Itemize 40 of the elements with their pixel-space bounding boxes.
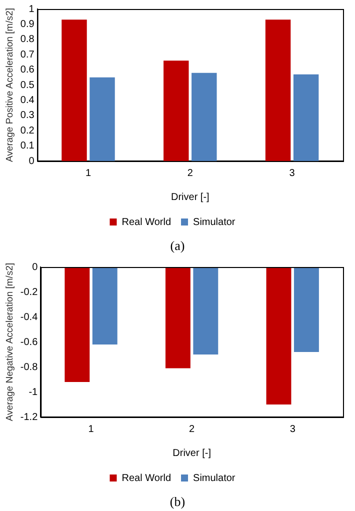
bar xyxy=(62,20,87,161)
y-tick-label: 0.7 xyxy=(20,49,35,60)
x-axis-title: Driver [-] xyxy=(172,448,212,459)
y-tick-label: 0.2 xyxy=(20,125,35,136)
y-tick-label: 0 xyxy=(28,156,35,167)
y-tick-label: 0.3 xyxy=(20,110,35,122)
legend-label: Real World xyxy=(122,472,172,484)
x-tick-label: 2 xyxy=(189,424,196,435)
y-tick-label: 0.4 xyxy=(20,94,35,106)
bar xyxy=(192,72,217,161)
y-tick-label: 0.6 xyxy=(20,64,35,76)
y-axis-title: Average Negative Acceleration [m/s2] xyxy=(4,262,16,422)
y-tick-label: 0.5 xyxy=(20,80,35,91)
y-tick-label: 1 xyxy=(28,4,35,15)
bar xyxy=(293,74,319,161)
y-tick-label: 0.8 xyxy=(20,34,35,46)
legend-label: Simulator xyxy=(193,472,236,484)
y-tick-label: -0.2 xyxy=(20,286,38,298)
y-axis-title: Average Positive Acceleration [m/s2] xyxy=(4,8,16,162)
y-tick-label: -1.2 xyxy=(20,412,38,423)
legend-label: Real World xyxy=(122,216,172,228)
x-tick-label: 2 xyxy=(187,168,194,179)
y-tick-label: 0.1 xyxy=(20,140,35,152)
x-tick-label: 1 xyxy=(88,424,94,435)
y-tick-label: -0.6 xyxy=(20,336,38,348)
y-tick-label: -0.8 xyxy=(20,362,38,373)
bar xyxy=(164,60,189,161)
y-tick-label: -0.4 xyxy=(20,312,38,323)
text: (a) xyxy=(170,238,185,253)
y-tick-label: 0.9 xyxy=(20,18,35,30)
x-tick-label: 3 xyxy=(289,168,296,179)
y-tick-label: 0 xyxy=(32,262,38,273)
x-tick-label: 1 xyxy=(85,168,92,179)
x-axis-title: Driver [-] xyxy=(170,192,210,203)
legend-label: Simulator xyxy=(193,216,236,228)
text: (b) xyxy=(170,494,186,509)
x-tick-label: 3 xyxy=(290,424,296,435)
y-tick-label: -1 xyxy=(28,386,38,398)
bar xyxy=(265,20,291,161)
bar xyxy=(90,77,115,161)
